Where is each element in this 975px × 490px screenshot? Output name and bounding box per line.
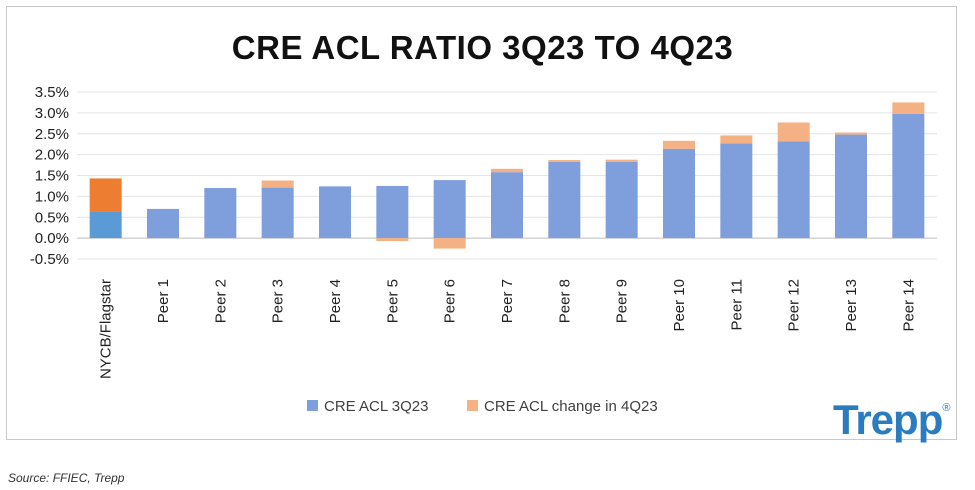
bar-cre-acl-change [605, 159, 638, 162]
bar-cre-acl-change [261, 180, 294, 188]
category-label: Peer 10 [671, 279, 688, 332]
category-label: Peer 4 [327, 279, 344, 323]
bar-cre-acl-3q23 [720, 143, 753, 239]
category-label: Peer 6 [442, 279, 459, 323]
bar-cre-acl-3q23 [433, 180, 466, 239]
category-label: Peer 3 [270, 279, 287, 323]
y-tick-label: 1.0% [35, 188, 69, 205]
logo-text: Trepp [833, 396, 943, 443]
bar-cre-acl-3q23 [663, 148, 695, 239]
category-label: Peer 7 [499, 279, 516, 323]
y-tick-label: 1.5% [35, 168, 69, 185]
y-tick-label: -0.5% [30, 251, 69, 268]
bar-cre-acl-change [89, 178, 122, 212]
bar-cre-acl-3q23 [147, 208, 179, 239]
y-tick-label: 0.0% [35, 230, 69, 247]
bar-cre-acl-3q23 [892, 113, 925, 239]
y-tick-label: 2.5% [35, 126, 69, 143]
bar-cre-acl-3q23 [491, 172, 523, 239]
bar-cre-acl-3q23 [605, 161, 638, 239]
category-label: Peer 12 [786, 279, 803, 332]
category-label: Peer 5 [384, 279, 401, 323]
bar-cre-acl-change [835, 132, 867, 135]
bar-cre-acl-change [892, 102, 925, 114]
source-note: Source: FFIEC, Trepp [8, 471, 125, 485]
category-label: Peer 9 [614, 279, 631, 323]
bar-cre-acl-change [663, 140, 695, 149]
bar-cre-acl-3q23 [89, 211, 122, 239]
bar-cre-acl-3q23 [376, 185, 409, 239]
trepp-logo: Trepp® [833, 396, 950, 444]
y-tick-label: 3.0% [35, 105, 69, 122]
category-label: Peer 13 [843, 279, 860, 332]
bar-cre-acl-change [720, 135, 753, 144]
bar-cre-acl-3q23 [261, 187, 294, 239]
category-label: Peer 1 [155, 279, 172, 323]
bar-cre-acl-3q23 [777, 141, 810, 239]
category-label: Peer 2 [212, 279, 229, 323]
bar-cre-acl-change [777, 122, 810, 142]
chart-frame: CRE ACL RATIO 3Q23 TO 4Q23 -0.5% 0.0% 0.5%… [6, 6, 957, 443]
category-label: NYCB/Flagstar [98, 279, 115, 379]
legend-swatch-3q23 [307, 400, 318, 411]
y-tick-label: 3.5% [35, 84, 69, 101]
registered-mark: ® [942, 402, 950, 414]
bar-cre-acl-3q23 [548, 161, 581, 239]
legend-label-change: CRE ACL change in 4Q23 [484, 398, 658, 415]
legend-label-3q23: CRE ACL 3Q23 [324, 398, 429, 415]
category-label: Peer 11 [728, 279, 745, 330]
category-label: Peer 14 [900, 279, 917, 332]
bar-cre-acl-3q23 [319, 186, 351, 239]
bar-cre-acl-change [491, 168, 523, 173]
bar-cre-acl-change [548, 160, 581, 162]
bar-cre-acl-3q23 [204, 188, 237, 239]
category-label: Peer 8 [556, 279, 573, 323]
legend-swatch-change [467, 400, 478, 411]
y-tick-label: 0.5% [35, 209, 69, 226]
bar-cre-acl-change [433, 238, 466, 249]
bar-cre-acl-3q23 [835, 134, 867, 239]
bar-cre-acl-change [376, 238, 409, 242]
chart-plot: -0.5% 0.0% 0.5% 1.0% 1.5% 2.0% 2.5% 3.0% 3.5% NYC… [30, 84, 937, 415]
chart-title: CRE ACL RATIO 3Q23 TO 4Q23 [231, 29, 734, 66]
y-tick-label: 2.0% [35, 147, 69, 164]
